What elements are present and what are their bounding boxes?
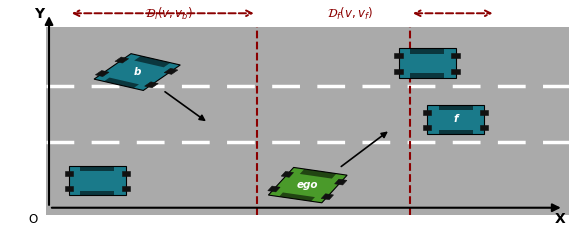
Text: $\mathcal{D}_f(v, v_f)$: $\mathcal{D}_f(v, v_f)$ [327,6,373,22]
Text: $\mathcal{D}_l(v, v_b)$: $\mathcal{D}_l(v, v_b)$ [145,6,192,22]
Polygon shape [268,186,280,192]
Polygon shape [69,166,126,195]
Polygon shape [335,179,347,185]
Polygon shape [427,105,484,135]
Polygon shape [410,49,444,54]
Polygon shape [410,74,444,78]
Text: b: b [133,66,141,76]
Polygon shape [121,171,130,176]
Polygon shape [279,193,315,201]
Polygon shape [145,82,158,88]
Polygon shape [115,58,129,64]
Polygon shape [394,69,403,74]
Polygon shape [451,69,460,74]
Bar [46,28,569,215]
Polygon shape [399,49,455,78]
Polygon shape [121,186,130,191]
Polygon shape [104,78,139,89]
Polygon shape [438,130,473,135]
Text: X: X [555,211,566,225]
Polygon shape [64,186,73,191]
Polygon shape [94,55,180,91]
Polygon shape [164,69,178,75]
Polygon shape [423,126,431,131]
Polygon shape [451,54,460,59]
Polygon shape [480,110,488,115]
Polygon shape [80,166,115,172]
Polygon shape [268,168,347,203]
Text: Y: Y [34,7,44,21]
Polygon shape [80,191,115,195]
Text: f: f [453,114,458,123]
Polygon shape [64,171,73,176]
Polygon shape [394,54,403,59]
Polygon shape [134,57,170,68]
Polygon shape [300,169,336,179]
Polygon shape [423,110,431,115]
Polygon shape [95,71,109,77]
Text: ego: ego [297,179,319,189]
Polygon shape [438,105,473,111]
Text: O: O [28,212,38,225]
Polygon shape [281,172,294,177]
Polygon shape [480,126,488,131]
Polygon shape [321,194,333,200]
